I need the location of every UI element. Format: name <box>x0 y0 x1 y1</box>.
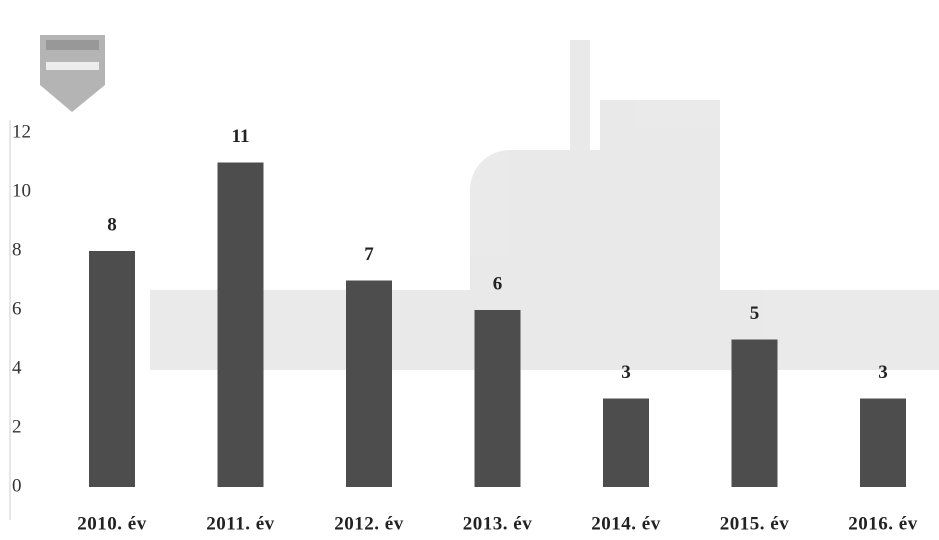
x-tick-label: 2010. év <box>77 513 146 534</box>
x-tick-label: 2016. év <box>848 513 917 534</box>
x-tick-label: 2014. év <box>591 513 660 534</box>
x-tick-label: 2011. év <box>206 513 274 534</box>
bar <box>346 280 392 487</box>
value-label: 3 <box>878 362 888 383</box>
y-tick-label: 8 <box>12 239 22 260</box>
value-label: 8 <box>107 214 117 235</box>
logo <box>40 35 105 112</box>
background-building <box>150 40 939 370</box>
y-tick-label: 12 <box>12 121 31 142</box>
bar <box>860 398 906 487</box>
value-label: 7 <box>364 244 374 265</box>
bar <box>217 162 264 487</box>
y-tick-label: 4 <box>12 357 22 378</box>
y-tick-label: 10 <box>12 180 31 201</box>
x-tick-label: 2012. év <box>334 513 403 534</box>
bar <box>474 310 521 487</box>
value-label: 6 <box>493 273 503 294</box>
y-tick-label: 2 <box>12 416 22 437</box>
value-label: 3 <box>621 362 631 383</box>
bar <box>89 251 135 487</box>
bar <box>603 398 649 487</box>
value-label: 5 <box>750 303 760 324</box>
bar <box>731 339 778 487</box>
value-label: 11 <box>232 126 250 147</box>
x-tick-label: 2015. év <box>720 513 789 534</box>
y-tick-label: 0 <box>12 475 22 496</box>
y-tick-label: 6 <box>12 298 22 319</box>
x-tick-label: 2013. év <box>463 513 532 534</box>
